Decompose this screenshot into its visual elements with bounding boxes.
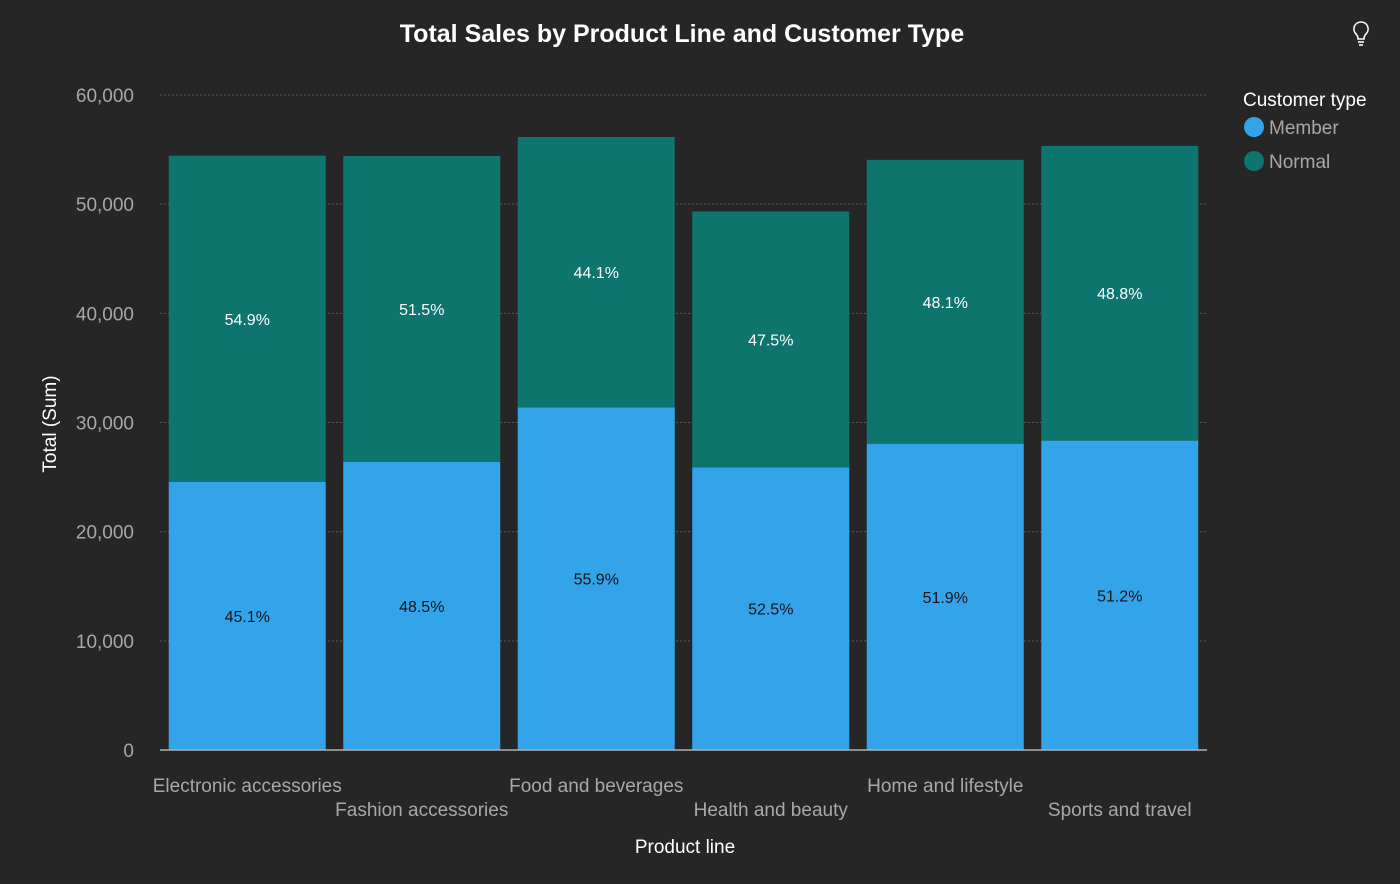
data-label-normal-2: 44.1% <box>574 265 619 282</box>
legend-title: Customer type <box>1243 90 1367 111</box>
x-category-label: Electronic accessories <box>153 776 342 797</box>
bar-member-2[interactable] <box>517 407 675 750</box>
legend-label-normal: Normal <box>1269 152 1330 173</box>
legend-swatch-member[interactable] <box>1244 117 1264 137</box>
bar-normal-4[interactable] <box>866 159 1024 444</box>
y-tick-label: 0 <box>123 741 134 762</box>
data-label-member-5: 51.2% <box>1097 588 1142 605</box>
lightbulb-icon[interactable] <box>1353 21 1369 46</box>
x-category-label: Food and beverages <box>509 776 683 797</box>
gridlines <box>160 94 1207 642</box>
bar-member-5[interactable] <box>1041 440 1199 750</box>
x-axis-title: Product line <box>635 837 735 858</box>
y-axis-ticks: 0 10,000 20,000 30,000 40,000 50,000 60,000 <box>76 86 134 762</box>
bar-member-1[interactable] <box>343 461 501 750</box>
legend: Customer type Member Normal <box>1243 90 1367 173</box>
bar-normal-0[interactable] <box>168 155 326 482</box>
x-category-label: Home and lifestyle <box>867 776 1023 797</box>
data-label-normal-4: 48.1% <box>923 295 968 312</box>
bar-normal-2[interactable] <box>517 137 675 408</box>
data-label-member-2: 55.9% <box>574 572 619 589</box>
y-tick-label: 40,000 <box>76 304 134 325</box>
data-label-member-1: 48.5% <box>399 599 444 616</box>
bar-normal-5[interactable] <box>1041 145 1199 441</box>
data-label-member-4: 51.9% <box>923 590 968 607</box>
data-label-normal-1: 51.5% <box>399 302 444 319</box>
y-axis-title: Total (Sum) <box>40 375 61 472</box>
x-category-label: Health and beauty <box>694 800 849 821</box>
x-category-label: Fashion accessories <box>335 800 508 821</box>
y-tick-label: 20,000 <box>76 523 134 544</box>
bar-member-4[interactable] <box>866 443 1024 750</box>
data-label-normal-0: 54.9% <box>225 312 270 329</box>
bar-member-3[interactable] <box>692 467 850 750</box>
y-tick-label: 10,000 <box>76 632 134 653</box>
data-label-normal-3: 47.5% <box>748 332 793 349</box>
data-labels: 45.1% 54.9% 48.5% 51.5% 55.9% 44.1% 52.5% 47.5%… <box>225 265 1143 626</box>
chart-title: Total Sales by Product Line and Customer… <box>400 20 965 48</box>
y-tick-label: 30,000 <box>76 414 134 435</box>
bar-normal-3[interactable] <box>692 211 850 468</box>
x-category-label: Sports and travel <box>1048 800 1192 821</box>
bars <box>168 137 1199 750</box>
bar-normal-1[interactable] <box>343 155 501 462</box>
y-tick-label: 50,000 <box>76 195 134 216</box>
x-axis-categories: Electronic accessories Fashion accessorie… <box>153 776 1192 821</box>
data-label-normal-5: 48.8% <box>1097 286 1142 303</box>
y-tick-label: 60,000 <box>76 86 134 107</box>
legend-label-member: Member <box>1269 118 1339 139</box>
bar-member-0[interactable] <box>168 481 326 750</box>
data-label-member-0: 45.1% <box>225 609 270 626</box>
legend-swatch-normal[interactable] <box>1244 151 1264 171</box>
data-label-member-3: 52.5% <box>748 602 793 619</box>
